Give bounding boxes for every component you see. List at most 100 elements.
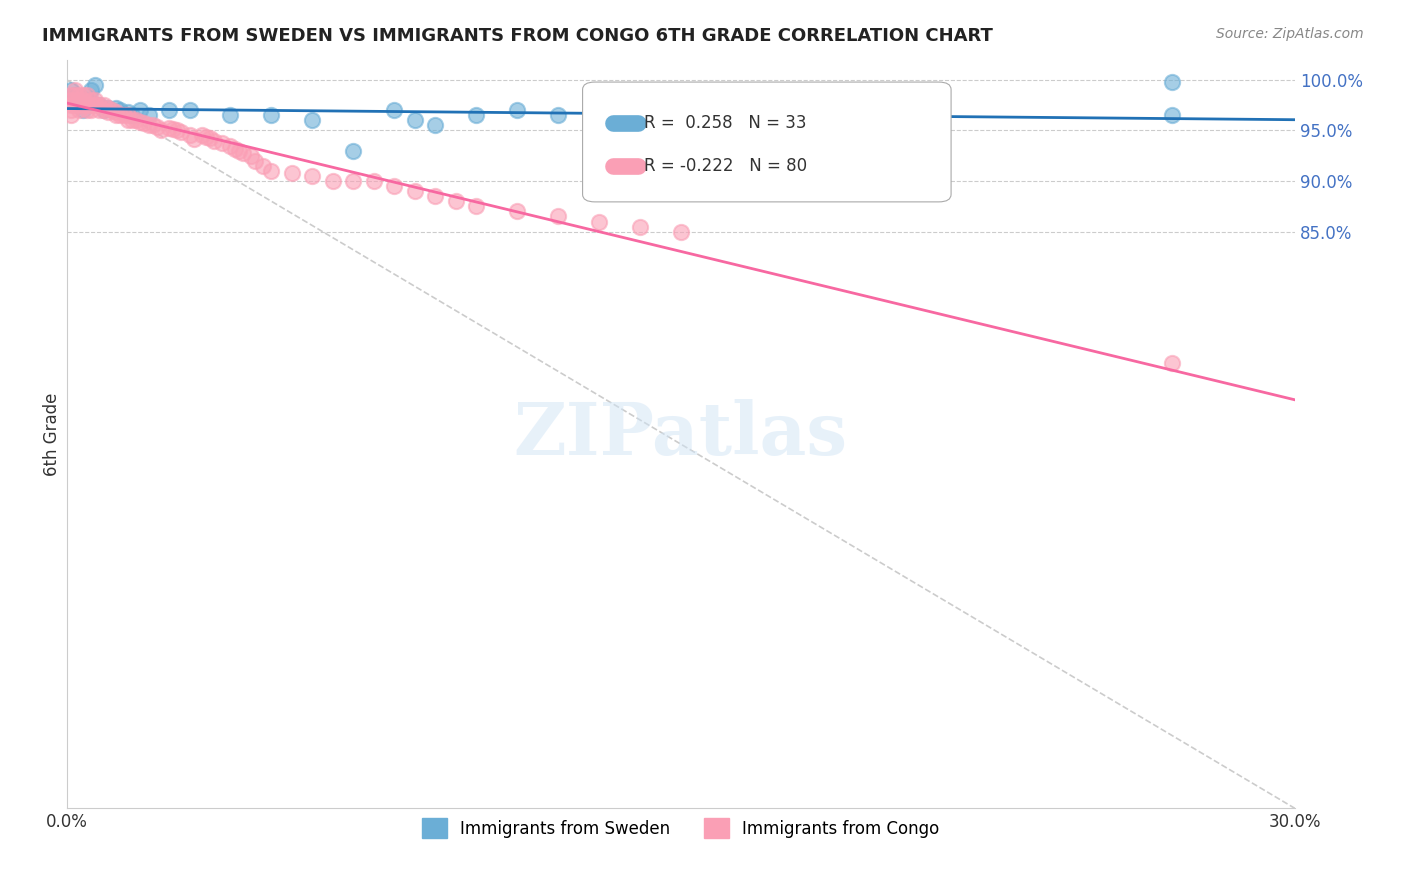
Point <box>67 103 90 118</box>
Y-axis label: 6th Grade: 6th Grade <box>44 392 60 475</box>
Point <box>72 93 94 107</box>
Point <box>301 169 323 183</box>
Point <box>84 93 107 107</box>
Point <box>104 105 127 120</box>
Point <box>72 88 94 103</box>
Point <box>80 98 103 112</box>
Point <box>63 88 86 103</box>
Point <box>342 144 364 158</box>
Point <box>404 113 426 128</box>
Point <box>63 83 86 97</box>
Point <box>183 131 205 145</box>
Point <box>404 184 426 198</box>
Point <box>425 119 447 133</box>
Point <box>232 145 254 160</box>
Point <box>425 189 447 203</box>
Point <box>121 113 143 128</box>
Point <box>76 88 98 103</box>
Point <box>145 120 167 135</box>
Point <box>239 149 262 163</box>
Point <box>506 103 529 118</box>
Point <box>138 108 160 122</box>
Point <box>198 130 221 145</box>
Point <box>157 103 180 118</box>
Point <box>59 103 82 118</box>
Point <box>93 103 115 118</box>
Point <box>669 225 692 239</box>
Point <box>162 122 184 136</box>
Point <box>63 98 86 112</box>
Point <box>89 98 111 112</box>
Point <box>100 103 122 118</box>
Point <box>59 88 82 103</box>
Point <box>170 125 193 139</box>
Point <box>260 164 283 178</box>
Point <box>142 119 165 133</box>
Point <box>59 98 82 112</box>
Point <box>121 108 143 122</box>
Point <box>67 98 90 112</box>
FancyBboxPatch shape <box>582 82 950 202</box>
Point <box>157 121 180 136</box>
Point <box>93 98 115 112</box>
Point <box>322 174 344 188</box>
Point <box>281 166 304 180</box>
Point <box>1161 356 1184 370</box>
Point <box>89 98 111 112</box>
Point <box>224 142 246 156</box>
Point <box>72 103 94 118</box>
Point <box>76 103 98 118</box>
Point <box>59 83 82 97</box>
Point <box>125 113 148 128</box>
Point <box>588 108 610 122</box>
Point <box>506 204 529 219</box>
Point <box>301 113 323 128</box>
Text: IMMIGRANTS FROM SWEDEN VS IMMIGRANTS FROM CONGO 6TH GRADE CORRELATION CHART: IMMIGRANTS FROM SWEDEN VS IMMIGRANTS FRO… <box>42 27 993 45</box>
Point <box>89 103 111 118</box>
Point <box>80 93 103 107</box>
Point <box>1161 75 1184 89</box>
Point <box>117 108 139 122</box>
Point <box>382 103 405 118</box>
Point <box>76 93 98 107</box>
Text: ZIPatlas: ZIPatlas <box>513 399 848 469</box>
Point <box>72 98 94 112</box>
Point <box>588 214 610 228</box>
Point <box>108 103 131 118</box>
Point <box>59 108 82 122</box>
Point <box>191 128 214 143</box>
Point <box>112 108 135 122</box>
Point <box>59 93 82 107</box>
Point <box>84 78 107 92</box>
Point <box>134 116 156 130</box>
Point <box>211 136 233 150</box>
Point <box>179 103 201 118</box>
Point <box>149 123 172 137</box>
Point <box>444 194 467 209</box>
Point <box>104 108 127 122</box>
Text: R = -0.222   N = 80: R = -0.222 N = 80 <box>644 157 807 175</box>
Point <box>793 134 815 148</box>
Point <box>628 219 651 234</box>
Point <box>219 108 242 122</box>
Point <box>1161 108 1184 122</box>
Point <box>97 101 120 115</box>
Point <box>179 128 201 143</box>
Point <box>93 103 115 118</box>
Text: Source: ZipAtlas.com: Source: ZipAtlas.com <box>1216 27 1364 41</box>
Point <box>342 174 364 188</box>
Point <box>67 98 90 112</box>
Point <box>547 108 569 122</box>
Point <box>84 98 107 112</box>
Point <box>465 199 488 213</box>
Point <box>63 88 86 103</box>
Point <box>243 153 266 168</box>
Point <box>252 159 274 173</box>
Point <box>465 108 488 122</box>
Point <box>166 123 188 137</box>
Point <box>108 108 131 122</box>
Point <box>260 108 283 122</box>
Point <box>138 119 160 133</box>
Point <box>194 129 217 144</box>
Point <box>67 93 90 107</box>
